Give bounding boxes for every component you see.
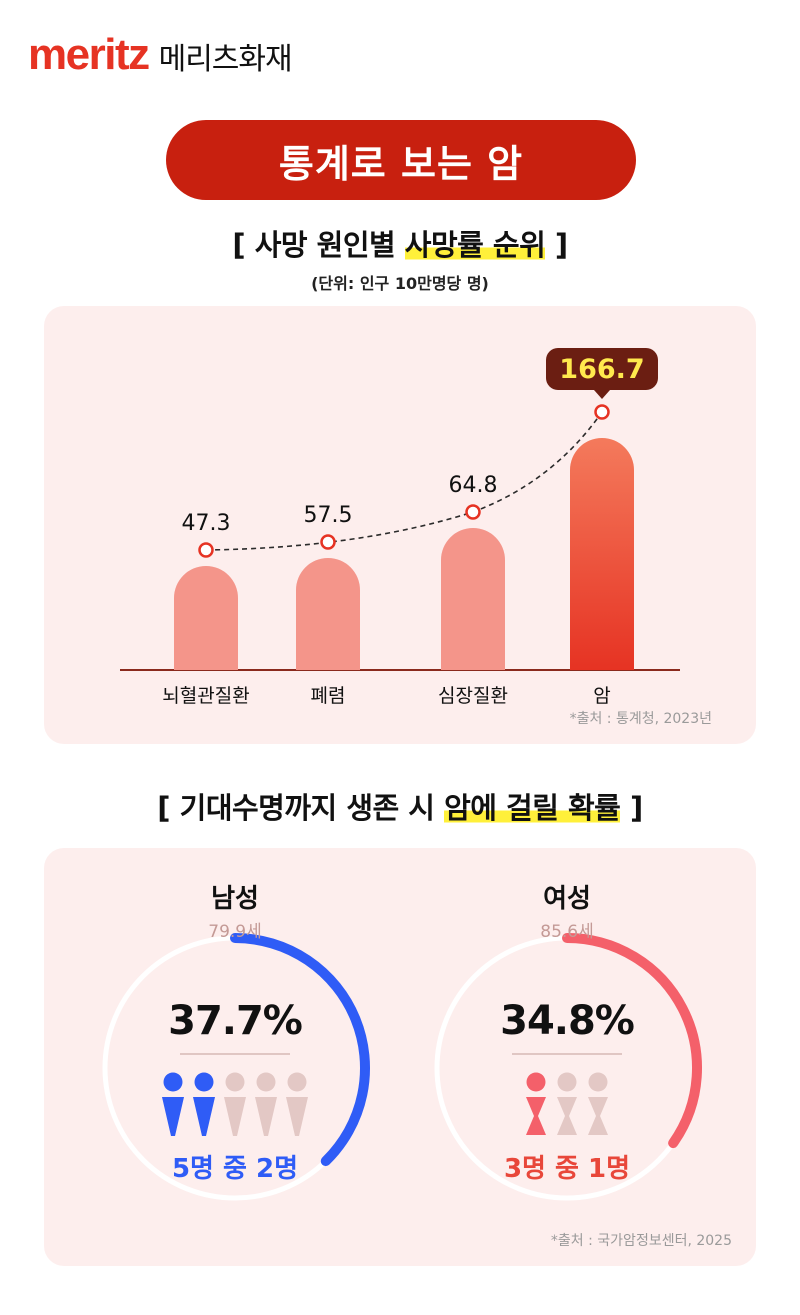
trend-line xyxy=(205,411,603,551)
chart-source: *출처 : 통계청, 2023년 xyxy=(569,711,712,727)
female-person-body-3 xyxy=(588,1097,608,1135)
probability-panel: 남성 79.9세 여성 85.6세 37.7% 34.8% 5명 중 2명 3명… xyxy=(44,848,756,1266)
x-tick-label-2: 폐렴 xyxy=(311,685,346,707)
bar-3 xyxy=(441,528,505,670)
probability-rings xyxy=(102,933,702,1201)
x-tick-label-4: 암 xyxy=(593,685,610,707)
male-person-head-5 xyxy=(287,1072,307,1092)
male-ring-arc xyxy=(230,933,370,1167)
value-label-3: 64.8 xyxy=(449,473,498,498)
section2-title-start: [ 기대수명까지 생존 시 xyxy=(157,791,445,825)
section1-title: [ 사망 원인별 사망률 순위 ] xyxy=(0,222,800,264)
chart-unit-label: (단위: 인구 10만명당 명) xyxy=(311,274,489,293)
x-tick-label-3: 심장질환 xyxy=(438,685,508,707)
male-ratio: 5명 중 2명 xyxy=(171,1154,299,1184)
female-header: 여성 85.6세 xyxy=(467,878,667,942)
data-point-1 xyxy=(198,542,214,558)
brand-wordmark: meritz xyxy=(28,30,150,79)
callout-box xyxy=(546,348,658,390)
male-life-expectancy: 79.9세 xyxy=(208,922,262,942)
bar-2 xyxy=(296,558,360,670)
data-point-3 xyxy=(465,504,481,520)
bar-1 xyxy=(174,566,238,670)
data-point-4 xyxy=(594,404,610,420)
male-person-head-2 xyxy=(194,1072,214,1092)
section1-title-start: [ 사망 원인별 xyxy=(232,228,405,262)
female-ring-arc xyxy=(562,933,702,1149)
page-title: 통계로 보는 암 xyxy=(166,120,636,200)
section1-title-highlight: 사망률 순위 xyxy=(404,228,546,262)
section1-title-end: ] xyxy=(545,228,568,262)
female-life-expectancy: 85.6세 xyxy=(540,922,594,942)
female-percentage: 34.8% xyxy=(500,998,635,1044)
brand-logo: meritz 메리츠화재 xyxy=(28,30,293,80)
female-person-body-2 xyxy=(557,1097,577,1135)
female-label: 여성 xyxy=(543,884,591,914)
section2-title: [ 기대수명까지 생존 시 암에 걸릴 확률 ] xyxy=(0,785,800,827)
female-person-head-3 xyxy=(588,1072,608,1092)
male-label: 남성 xyxy=(211,884,259,914)
male-person-body-3 xyxy=(224,1097,246,1136)
male-person-body-1 xyxy=(162,1097,184,1136)
value-label-1: 47.3 xyxy=(182,511,231,536)
bar-chart-panel: 뇌혈관질환 폐렴 심장질환 암 47.3 57.5 64.8 166.7 *출처 : 통계청,… xyxy=(44,306,756,744)
brand-korean-name: 메리츠화재 xyxy=(158,42,293,77)
data-point-2 xyxy=(320,534,336,550)
section2-title-highlight: 암에 걸릴 확률 xyxy=(444,791,621,825)
female-ratio: 3명 중 1명 xyxy=(503,1154,631,1184)
male-percentage: 37.7% xyxy=(168,998,303,1044)
section2-title-end: ] xyxy=(620,791,643,825)
male-person-body-2 xyxy=(193,1097,215,1136)
female-person-body-1 xyxy=(526,1097,546,1135)
callout-pointer xyxy=(594,390,610,399)
bar-chart: 뇌혈관질환 폐렴 심장질환 암 47.3 57.5 64.8 166.7 xyxy=(120,348,680,707)
male-person-head-1 xyxy=(163,1072,183,1092)
male-header: 남성 79.9세 xyxy=(135,878,335,942)
female-person-head-2 xyxy=(557,1072,577,1092)
male-person-body-5 xyxy=(286,1097,308,1136)
x-tick-label-1: 뇌혈관질환 xyxy=(162,685,249,707)
bar-4 xyxy=(570,438,634,670)
male-person-body-4 xyxy=(255,1097,277,1136)
probability-source: *출처 : 국가암정보센터, 2025 xyxy=(550,1233,732,1249)
value-label-2: 57.5 xyxy=(304,503,353,528)
value-label-4: 166.7 xyxy=(559,354,644,385)
female-person-head-1 xyxy=(526,1072,546,1092)
male-person-head-4 xyxy=(256,1072,276,1092)
male-person-head-3 xyxy=(225,1072,245,1092)
